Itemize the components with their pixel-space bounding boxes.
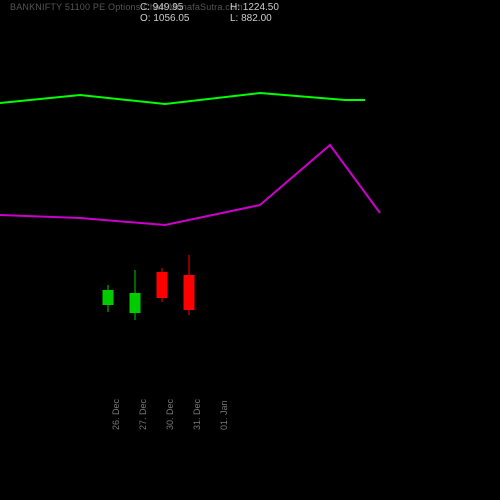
- candlestick-chart: BANKNIFTY 51100 PE Options Chart MunafaS…: [0, 0, 500, 500]
- x-axis-label: 01. Jan: [219, 400, 229, 430]
- x-axis-label: 30. Dec: [165, 399, 175, 430]
- chart-svg: [0, 0, 500, 500]
- x-axis-label: 31. Dec: [192, 399, 202, 430]
- candle-body: [157, 272, 168, 298]
- x-axis-label: 26. Dec: [111, 399, 121, 430]
- x-axis-label: 27. Dec: [138, 399, 148, 430]
- candle-body: [103, 290, 114, 305]
- candles-group: [103, 255, 195, 320]
- upper-band-line: [0, 93, 365, 104]
- candle-body: [130, 293, 141, 313]
- candle-body: [184, 275, 195, 310]
- lower-band-line: [0, 145, 380, 225]
